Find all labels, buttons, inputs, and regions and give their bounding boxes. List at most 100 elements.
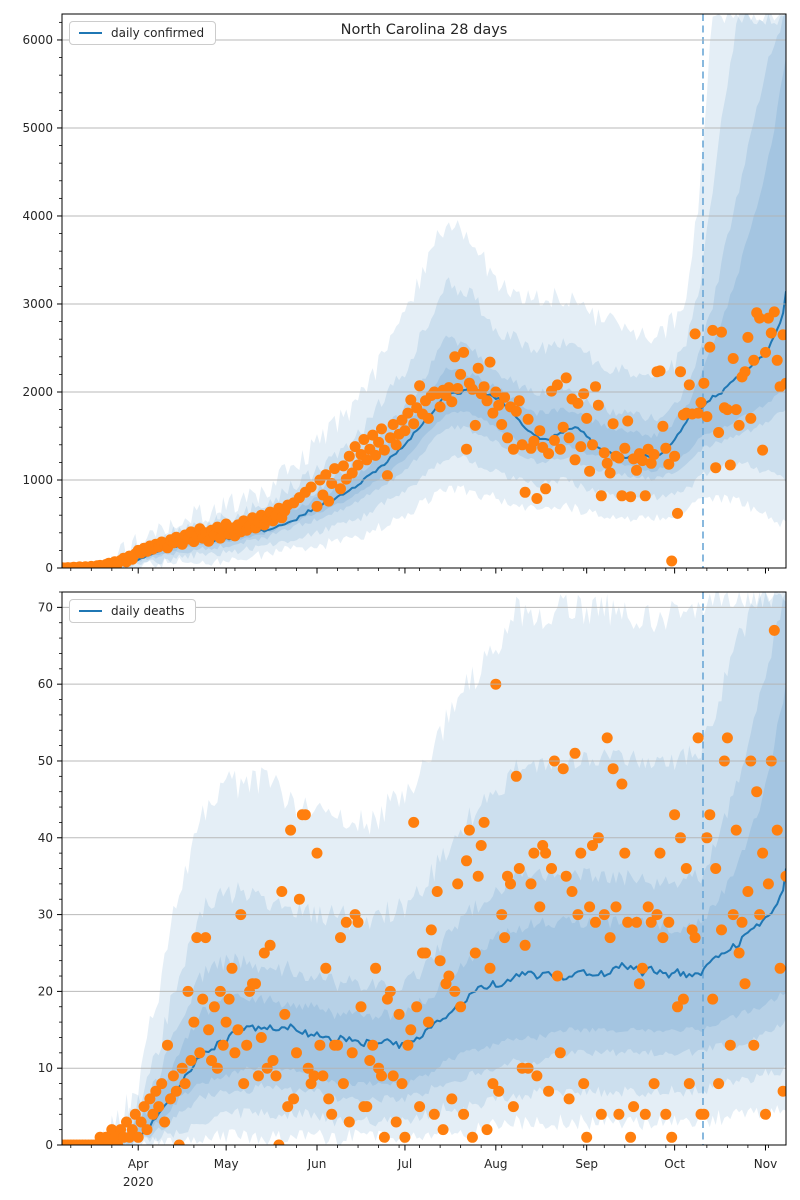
scatter-point <box>768 306 780 318</box>
band-q80 <box>103 592 786 1145</box>
scatter-point <box>505 878 516 890</box>
scatter-point <box>607 418 619 430</box>
band-q40 <box>103 56 786 568</box>
scatter-point <box>323 1093 335 1105</box>
scatter-point <box>291 1047 302 1059</box>
scatter-point <box>510 770 522 782</box>
scatter-point <box>443 970 455 982</box>
scatter-point <box>329 463 341 475</box>
scatter-point <box>548 434 560 446</box>
scatter-point <box>126 1124 138 1136</box>
scatter-point <box>396 1078 408 1090</box>
y-tick-label: 4000 <box>22 209 53 223</box>
scatter-point <box>121 1116 132 1128</box>
scatter-point <box>639 1108 651 1120</box>
scatter-point <box>428 1108 440 1120</box>
uncertainty-bands <box>103 14 786 568</box>
scatter-point <box>765 327 777 339</box>
scatter-point <box>628 1101 640 1113</box>
x-tick-label: Jul <box>397 1157 412 1171</box>
scatter-point <box>595 490 607 502</box>
x-tick-label: Apr <box>128 1157 149 1171</box>
scatter-point <box>387 1070 399 1082</box>
scatter-point <box>399 425 411 437</box>
scatter-point <box>173 1139 185 1145</box>
scatter-point <box>777 329 786 341</box>
y-tick-label: 3000 <box>22 297 53 311</box>
scatter-point <box>516 439 528 451</box>
scatter-point <box>452 383 464 394</box>
scatter-point <box>355 1001 367 1013</box>
scatter-point <box>683 379 695 391</box>
scatter-point <box>179 1078 191 1090</box>
scatter-point <box>721 732 733 744</box>
scatter-point <box>499 391 511 403</box>
scatter-point <box>519 939 531 951</box>
scatter-point <box>285 824 297 836</box>
scatter-point <box>484 962 496 974</box>
uncertainty-bands <box>103 592 786 1145</box>
scatter-point <box>188 1016 200 1028</box>
scatter-point <box>754 312 766 324</box>
band-q60 <box>103 593 786 1145</box>
scatter-point <box>587 840 598 851</box>
scatter-point <box>721 404 733 416</box>
scatter-point <box>197 993 209 1005</box>
y-tick-label: 70 <box>38 600 53 614</box>
scatter-point <box>581 412 593 424</box>
scatter-point <box>584 901 596 913</box>
scatter-point <box>660 442 672 454</box>
scatter-point <box>519 486 531 498</box>
band-q60 <box>103 14 786 568</box>
y-tick-label: 50 <box>38 754 53 768</box>
axes-spines <box>61 13 787 569</box>
scatter-point <box>572 397 584 409</box>
scatter-point <box>443 382 455 394</box>
scatter-point <box>308 1070 320 1082</box>
scatter-point <box>733 947 745 959</box>
scatter-point <box>367 1039 379 1051</box>
scatter-point <box>522 413 534 425</box>
scatter-point <box>645 916 657 928</box>
scatter-point <box>226 962 238 974</box>
scatter-point <box>323 495 335 507</box>
scatter-point <box>446 1093 458 1105</box>
scatter-point <box>405 1024 417 1036</box>
scatter-point <box>569 747 581 759</box>
scatter-point <box>463 824 475 836</box>
scatter-point <box>461 855 472 867</box>
scatter-point <box>780 377 786 389</box>
scatter-point <box>672 1001 683 1013</box>
scatter-point <box>563 432 575 444</box>
scatter-point <box>560 870 572 882</box>
scatter-point <box>337 460 349 472</box>
y-axis: 0 1000 2000 3000 4000 5000 6000 <box>22 21 62 575</box>
scatter-point <box>551 970 563 982</box>
y-tick-label: 40 <box>38 831 53 845</box>
scatter-point <box>590 916 601 928</box>
scatter-point <box>358 434 370 445</box>
scatter-point <box>335 483 346 495</box>
scatter-point <box>311 847 323 859</box>
scatter-point <box>232 1024 244 1036</box>
scatter-point <box>730 824 742 836</box>
scatter-point <box>707 324 719 336</box>
scatter-point <box>472 870 484 882</box>
scatter-point <box>270 1070 282 1082</box>
scatter-point <box>484 356 496 368</box>
scatter-point <box>677 993 689 1005</box>
scatter-point <box>698 1108 710 1120</box>
scatter-point <box>654 847 666 859</box>
scatter-point <box>675 366 686 378</box>
scatter-point <box>578 1078 590 1090</box>
scatter-point <box>332 1039 343 1051</box>
scatter-point <box>461 443 472 455</box>
scatter-point <box>622 415 634 427</box>
x-tick-label: Oct <box>664 1157 685 1171</box>
scatter-point <box>692 732 704 744</box>
scatter-point <box>751 786 763 798</box>
scatter-point <box>581 1131 593 1143</box>
scatter-point <box>387 419 399 430</box>
scatter-point <box>575 441 587 453</box>
